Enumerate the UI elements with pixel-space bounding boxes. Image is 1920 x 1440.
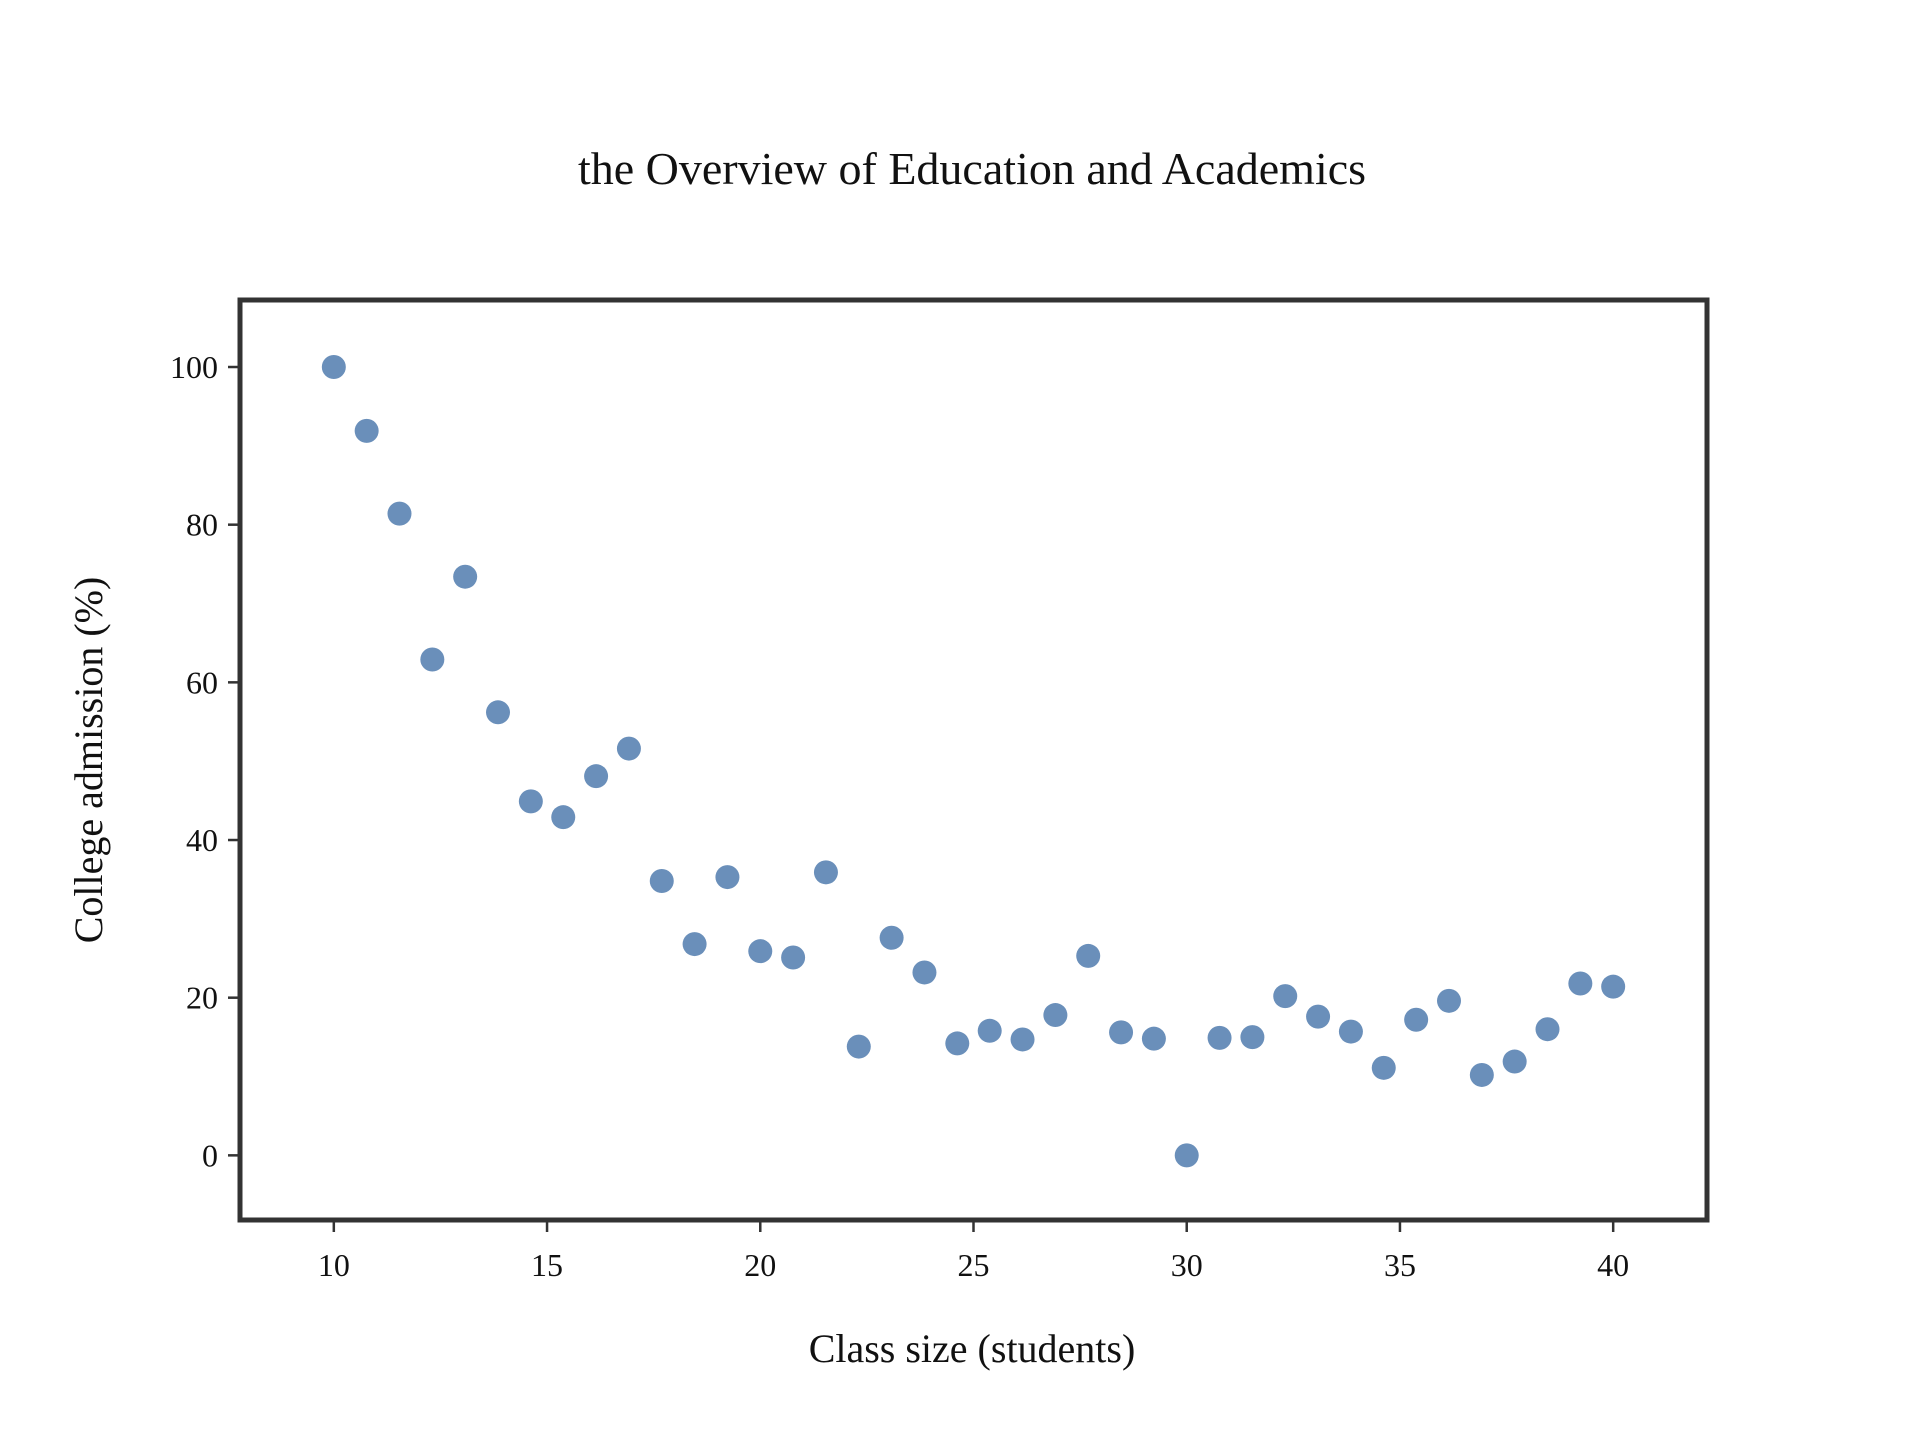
- x-tick-label: 20: [744, 1247, 776, 1283]
- data-point: [912, 960, 937, 985]
- data-point: [486, 700, 511, 725]
- y-axis-ticks: 0 20 40 60 80 100: [170, 349, 240, 1173]
- data-point: [1306, 1004, 1331, 1029]
- data-point: [1141, 1026, 1166, 1051]
- chart-title: the Overview of Education and Academics: [578, 143, 1366, 194]
- data-point: [1076, 943, 1101, 968]
- data-point: [1273, 984, 1298, 1009]
- plot-frame: [237, 297, 1710, 1223]
- data-point: [584, 764, 609, 789]
- data-point: [387, 501, 412, 526]
- x-tick-label: 10: [318, 1247, 350, 1283]
- data-point: [879, 925, 904, 950]
- x-tick-label: 25: [958, 1247, 990, 1283]
- data-point: [781, 945, 806, 970]
- y-tick-label: 0: [202, 1137, 218, 1173]
- data-point: [1174, 1143, 1199, 1168]
- data-point: [321, 355, 346, 380]
- data-point: [1502, 1049, 1527, 1074]
- data-point: [1240, 1025, 1265, 1050]
- data-point: [420, 647, 445, 672]
- data-point: [945, 1031, 970, 1056]
- y-tick-label: 80: [186, 507, 218, 543]
- data-point: [1469, 1062, 1494, 1087]
- data-point: [682, 932, 707, 957]
- data-point: [1404, 1007, 1429, 1032]
- data-point: [1043, 1003, 1068, 1028]
- data-point: [1436, 988, 1461, 1013]
- data-point: [616, 736, 641, 761]
- data-point: [354, 418, 379, 443]
- data-point: [453, 564, 478, 589]
- data-point: [1371, 1055, 1396, 1080]
- data-point: [813, 860, 838, 885]
- x-tick-label: 40: [1597, 1247, 1629, 1283]
- y-tick-label: 40: [186, 822, 218, 858]
- data-point: [1109, 1020, 1134, 1045]
- data-point: [1207, 1025, 1232, 1050]
- y-tick-label: 100: [170, 349, 218, 385]
- data-point: [1601, 974, 1626, 999]
- data-point: [1535, 1017, 1560, 1042]
- y-tick-label: 60: [186, 664, 218, 700]
- data-point: [748, 939, 773, 964]
- data-point: [715, 865, 740, 890]
- x-tick-label: 15: [531, 1247, 563, 1283]
- data-point: [1338, 1019, 1363, 1044]
- x-tick-label: 30: [1171, 1247, 1203, 1283]
- data-point: [1010, 1027, 1035, 1052]
- x-axis-ticks: 10 15 20 25 30 35 40: [318, 1220, 1629, 1283]
- data-point: [846, 1034, 871, 1059]
- y-tick-label: 20: [186, 980, 218, 1016]
- x-axis-label: Class size (students): [809, 1326, 1136, 1371]
- y-axis-label: College admission (%): [66, 577, 111, 944]
- x-tick-label: 35: [1384, 1247, 1416, 1283]
- data-point: [518, 789, 543, 814]
- data-point: [1568, 971, 1593, 996]
- data-point: [551, 805, 576, 830]
- data-point: [977, 1018, 1002, 1043]
- points-layer: [321, 355, 1626, 1168]
- data-point: [649, 869, 674, 894]
